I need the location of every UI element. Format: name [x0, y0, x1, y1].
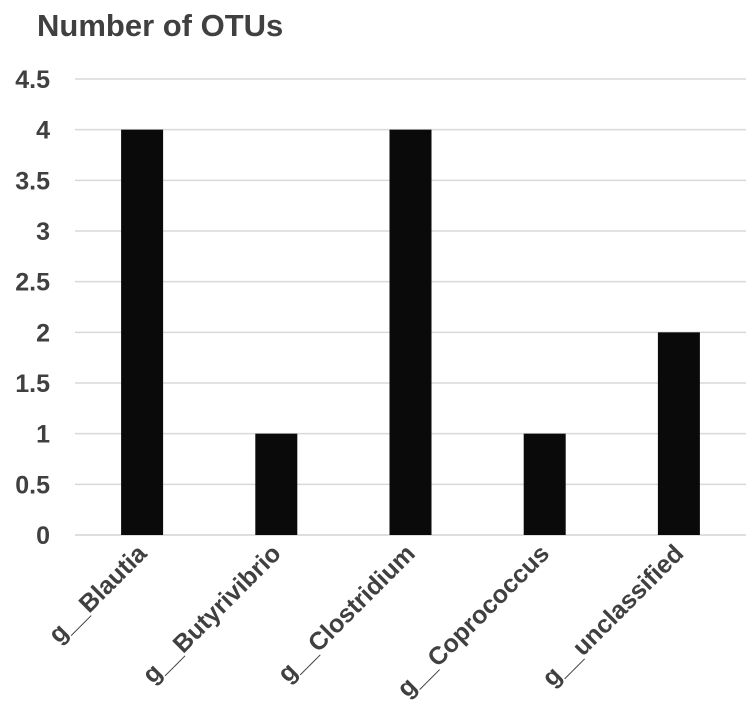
y-axis-tick-labels: 0 0.5 1 1.5 2 2.5 3 3.5 4 4.5	[15, 66, 50, 550]
y-tick-label: 1	[36, 421, 50, 449]
x-tick-label: g__Blautia	[43, 539, 153, 649]
bar	[121, 129, 164, 535]
x-tick-label: g__Butyrivibrio	[137, 539, 286, 688]
bar	[255, 433, 298, 535]
bar	[389, 129, 432, 535]
x-tick-label: g__Coprococcus	[392, 539, 555, 702]
y-tick-label: 1.5	[15, 370, 50, 398]
x-axis-tick-labels: g__Blautiag__Butyrivibriog__Clostridiumg…	[43, 539, 689, 703]
bar	[523, 433, 566, 535]
y-tick-label: 3	[36, 218, 50, 246]
bar	[657, 332, 700, 535]
chart-title: Number of OTUs	[37, 8, 284, 43]
x-tick-label: g__unclassified	[537, 539, 689, 691]
x-tick-label: g__Clostridium	[272, 539, 420, 687]
y-tick-label: 2.5	[15, 269, 50, 297]
y-tick-label: 0	[36, 522, 50, 550]
y-tick-label: 4	[36, 117, 50, 145]
bars	[121, 129, 700, 535]
y-tick-label: 0.5	[15, 471, 50, 499]
y-tick-label: 4.5	[15, 66, 50, 94]
y-tick-label: 3.5	[15, 167, 50, 195]
y-tick-label: 2	[36, 319, 50, 347]
